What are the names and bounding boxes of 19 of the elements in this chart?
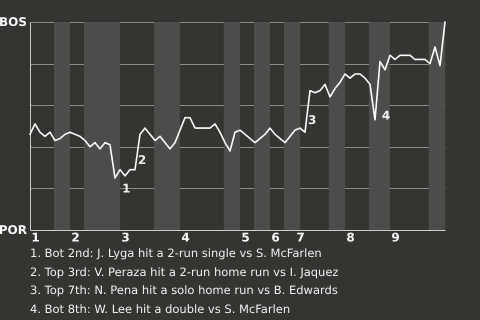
x-tick-label: 3 [121,230,130,244]
x-tick-label: 4 [181,230,190,244]
text: 4. Bot 8th: W. Lee hit a double vs S. McFarlen [30,300,292,318]
text: BOS [0,15,27,29]
x-tick-label: 9 [391,230,400,244]
annotation: 4 [382,108,390,123]
x-tick-label: 6 [271,230,280,244]
text: POR [0,223,27,237]
x-tick-label: 8 [346,230,355,244]
x-tick-label: 5 [241,230,250,244]
x-tick-label: 7 [296,230,305,244]
annotation: 1 [122,181,130,196]
text: 1. Bot 2nd: J. Lyga hit a 2-run single vs S. McFarlen [30,245,323,262]
annotation: 3 [308,112,316,127]
x-tick-label: 1 [31,230,40,244]
text: 3. Top 7th: N. Pena hit a solo home run vs B. Edwards [30,282,338,299]
annotation: 2 [138,152,146,167]
x-tick-label: 2 [71,230,80,244]
text: 2. Top 3rd: V. Peraza hit a 2-run home run vs I. Jaquez [30,264,338,280]
